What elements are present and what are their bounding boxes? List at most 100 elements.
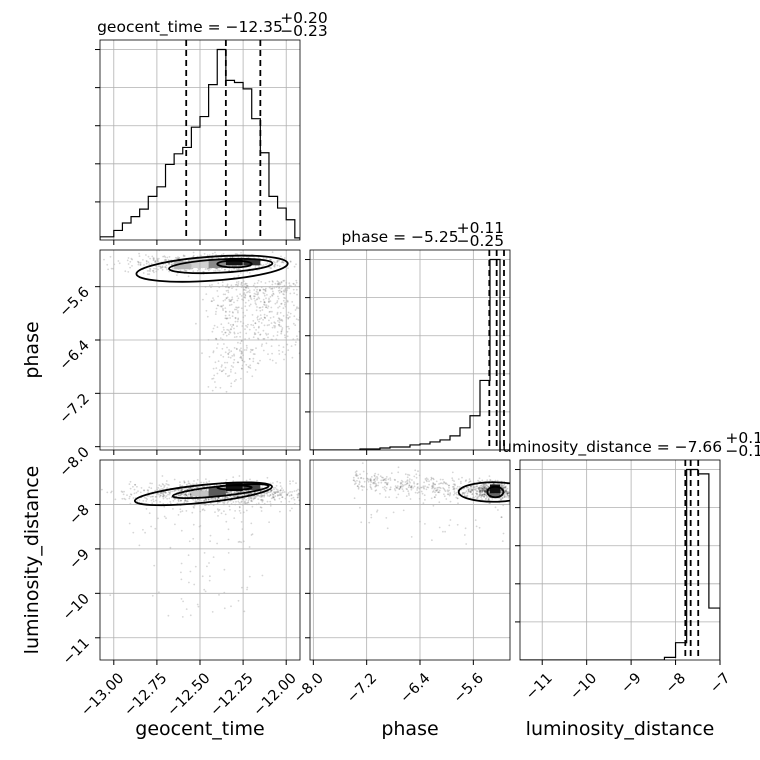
sample-point (280, 287, 283, 290)
sample-point (504, 486, 507, 489)
sample-point (189, 492, 192, 495)
sample-point (301, 261, 303, 263)
sample-point (197, 268, 200, 271)
sample-point (128, 483, 131, 485)
sample-point (416, 492, 419, 494)
sample-point (186, 499, 188, 502)
sample-point (477, 487, 480, 489)
sample-point (159, 495, 162, 497)
sample-point (290, 345, 293, 347)
sample-point (238, 491, 241, 494)
sample-point (253, 497, 256, 499)
sample-point (149, 270, 152, 272)
sample-point (190, 487, 192, 489)
sample-point (274, 261, 276, 264)
sample-point (159, 494, 162, 497)
sample-point (203, 499, 206, 502)
sample-point (212, 556, 215, 558)
sample-point (174, 498, 176, 500)
sample-point (253, 297, 256, 300)
sample-point (185, 483, 188, 486)
sample-point (455, 487, 458, 490)
sample-point (176, 257, 178, 260)
sample-point (230, 328, 232, 330)
sample-point (247, 365, 250, 368)
sample-point (196, 603, 199, 606)
sample-point (239, 293, 242, 296)
sample-point (499, 498, 502, 501)
sample-point (455, 491, 458, 494)
sample-point (373, 474, 376, 477)
sample-point (467, 490, 470, 493)
sample-point (151, 482, 153, 485)
sample-point (155, 499, 157, 502)
sample-point (417, 486, 419, 489)
sample-point (432, 486, 435, 488)
sample-point (362, 470, 365, 473)
sample-point (179, 494, 182, 497)
sample-point (401, 488, 404, 490)
sample-point (129, 266, 132, 269)
sample-point (281, 327, 284, 329)
sample-point (226, 491, 228, 493)
sample-point (478, 487, 480, 489)
sample-point (110, 491, 112, 494)
sample-point (183, 494, 185, 497)
sample-point (432, 477, 435, 480)
sample-point (505, 491, 508, 494)
sample-point (466, 492, 469, 495)
sample-point (197, 486, 200, 489)
sample-point (512, 485, 514, 487)
sample-point (145, 262, 148, 265)
sample-point (373, 478, 376, 481)
sample-point (233, 517, 236, 519)
sample-point (360, 477, 362, 480)
sample-point (230, 385, 233, 388)
sample-point (257, 315, 259, 318)
sample-point (442, 487, 444, 489)
sample-point (272, 496, 274, 499)
sample-point (274, 486, 277, 489)
sample-point (276, 280, 279, 283)
sample-point (251, 375, 254, 378)
sample-point (267, 491, 269, 493)
sample-point (212, 377, 215, 380)
sample-point (483, 486, 486, 489)
sample-point (224, 299, 227, 301)
sample-point (296, 496, 299, 499)
sample-point (434, 487, 437, 490)
sample-point (272, 496, 275, 499)
sample-point (278, 259, 280, 262)
sample-point (288, 500, 291, 503)
sample-point (292, 282, 295, 285)
sample-point (248, 546, 251, 548)
sample-point (278, 283, 280, 286)
sample-point (236, 306, 239, 309)
sample-point (239, 272, 242, 274)
sample-point (157, 487, 160, 489)
sample-point (185, 608, 188, 610)
sample-point (262, 257, 265, 259)
sample-point (256, 494, 259, 497)
sample-point (227, 528, 230, 531)
sample-point (255, 303, 257, 306)
sample-point (196, 498, 199, 501)
sample-point (220, 305, 223, 307)
sample-point (142, 528, 144, 531)
sample-point (257, 337, 259, 340)
sample-point (164, 259, 166, 262)
sample-point (274, 492, 276, 494)
contour-inner (216, 259, 253, 269)
sample-point (292, 338, 295, 340)
sample-point (379, 492, 381, 495)
sample-point (447, 490, 449, 493)
sample-point (236, 495, 239, 498)
sample-point (304, 487, 306, 489)
sample-point (274, 492, 276, 494)
density-cell (490, 493, 500, 498)
sample-point (353, 479, 355, 482)
sample-point (134, 483, 137, 486)
sample-point (260, 263, 262, 266)
sample-point (262, 288, 265, 291)
